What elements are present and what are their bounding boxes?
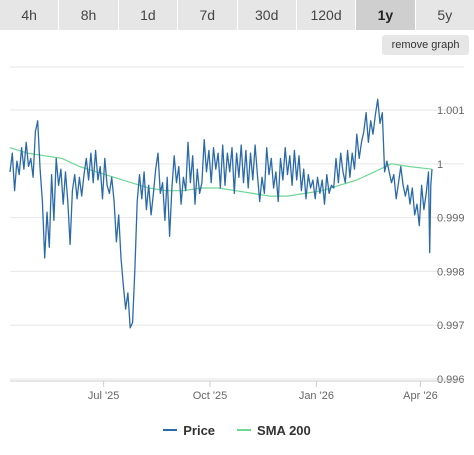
y-tick-label: 0.999 [437, 213, 465, 225]
tab-1y[interactable]: 1y [356, 0, 416, 30]
x-tick-label: Apr '26 [403, 390, 438, 402]
legend-swatch-price [163, 429, 178, 431]
tab-5y[interactable]: 5y [415, 0, 474, 30]
timeframe-tabs: 4h 8h 1d 7d 30d 120d 1y 5y [0, 0, 474, 30]
y-tick-label: 0.998 [437, 266, 465, 278]
legend-item-price[interactable]: Price [163, 423, 215, 438]
price-chart: 1.001 1 0.999 0.998 0.997 0.996 Jul '25 Oct '25… [9, 66, 465, 402]
y-tick-label: 0.996 [437, 374, 465, 386]
tab-8h[interactable]: 8h [59, 0, 119, 30]
y-tick-label: 0.997 [437, 320, 465, 332]
remove-graph-button[interactable]: remove graph [382, 35, 469, 55]
tab-120d[interactable]: 120d [296, 0, 357, 30]
x-tick-label: Jan '26 [299, 390, 334, 402]
tab-4h[interactable]: 4h [0, 0, 60, 30]
legend-label-price: Price [183, 422, 216, 438]
sma-200-series-line [9, 147, 433, 197]
chart-legend: Price SMA 200 [0, 418, 474, 442]
legend-swatch-sma [237, 429, 252, 431]
y-tick-label: 1.001 [437, 105, 465, 117]
x-tick-label: Jul '25 [88, 390, 119, 402]
x-tick-label: Oct '25 [193, 390, 228, 402]
price-series-line [9, 98, 433, 329]
legend-item-sma[interactable]: SMA 200 [237, 423, 311, 438]
tab-7d[interactable]: 7d [178, 0, 238, 30]
legend-label-sma: SMA 200 [257, 422, 311, 438]
tab-30d[interactable]: 30d [237, 0, 297, 30]
y-tick-label: 1 [437, 159, 443, 171]
tab-1d[interactable]: 1d [118, 0, 179, 30]
